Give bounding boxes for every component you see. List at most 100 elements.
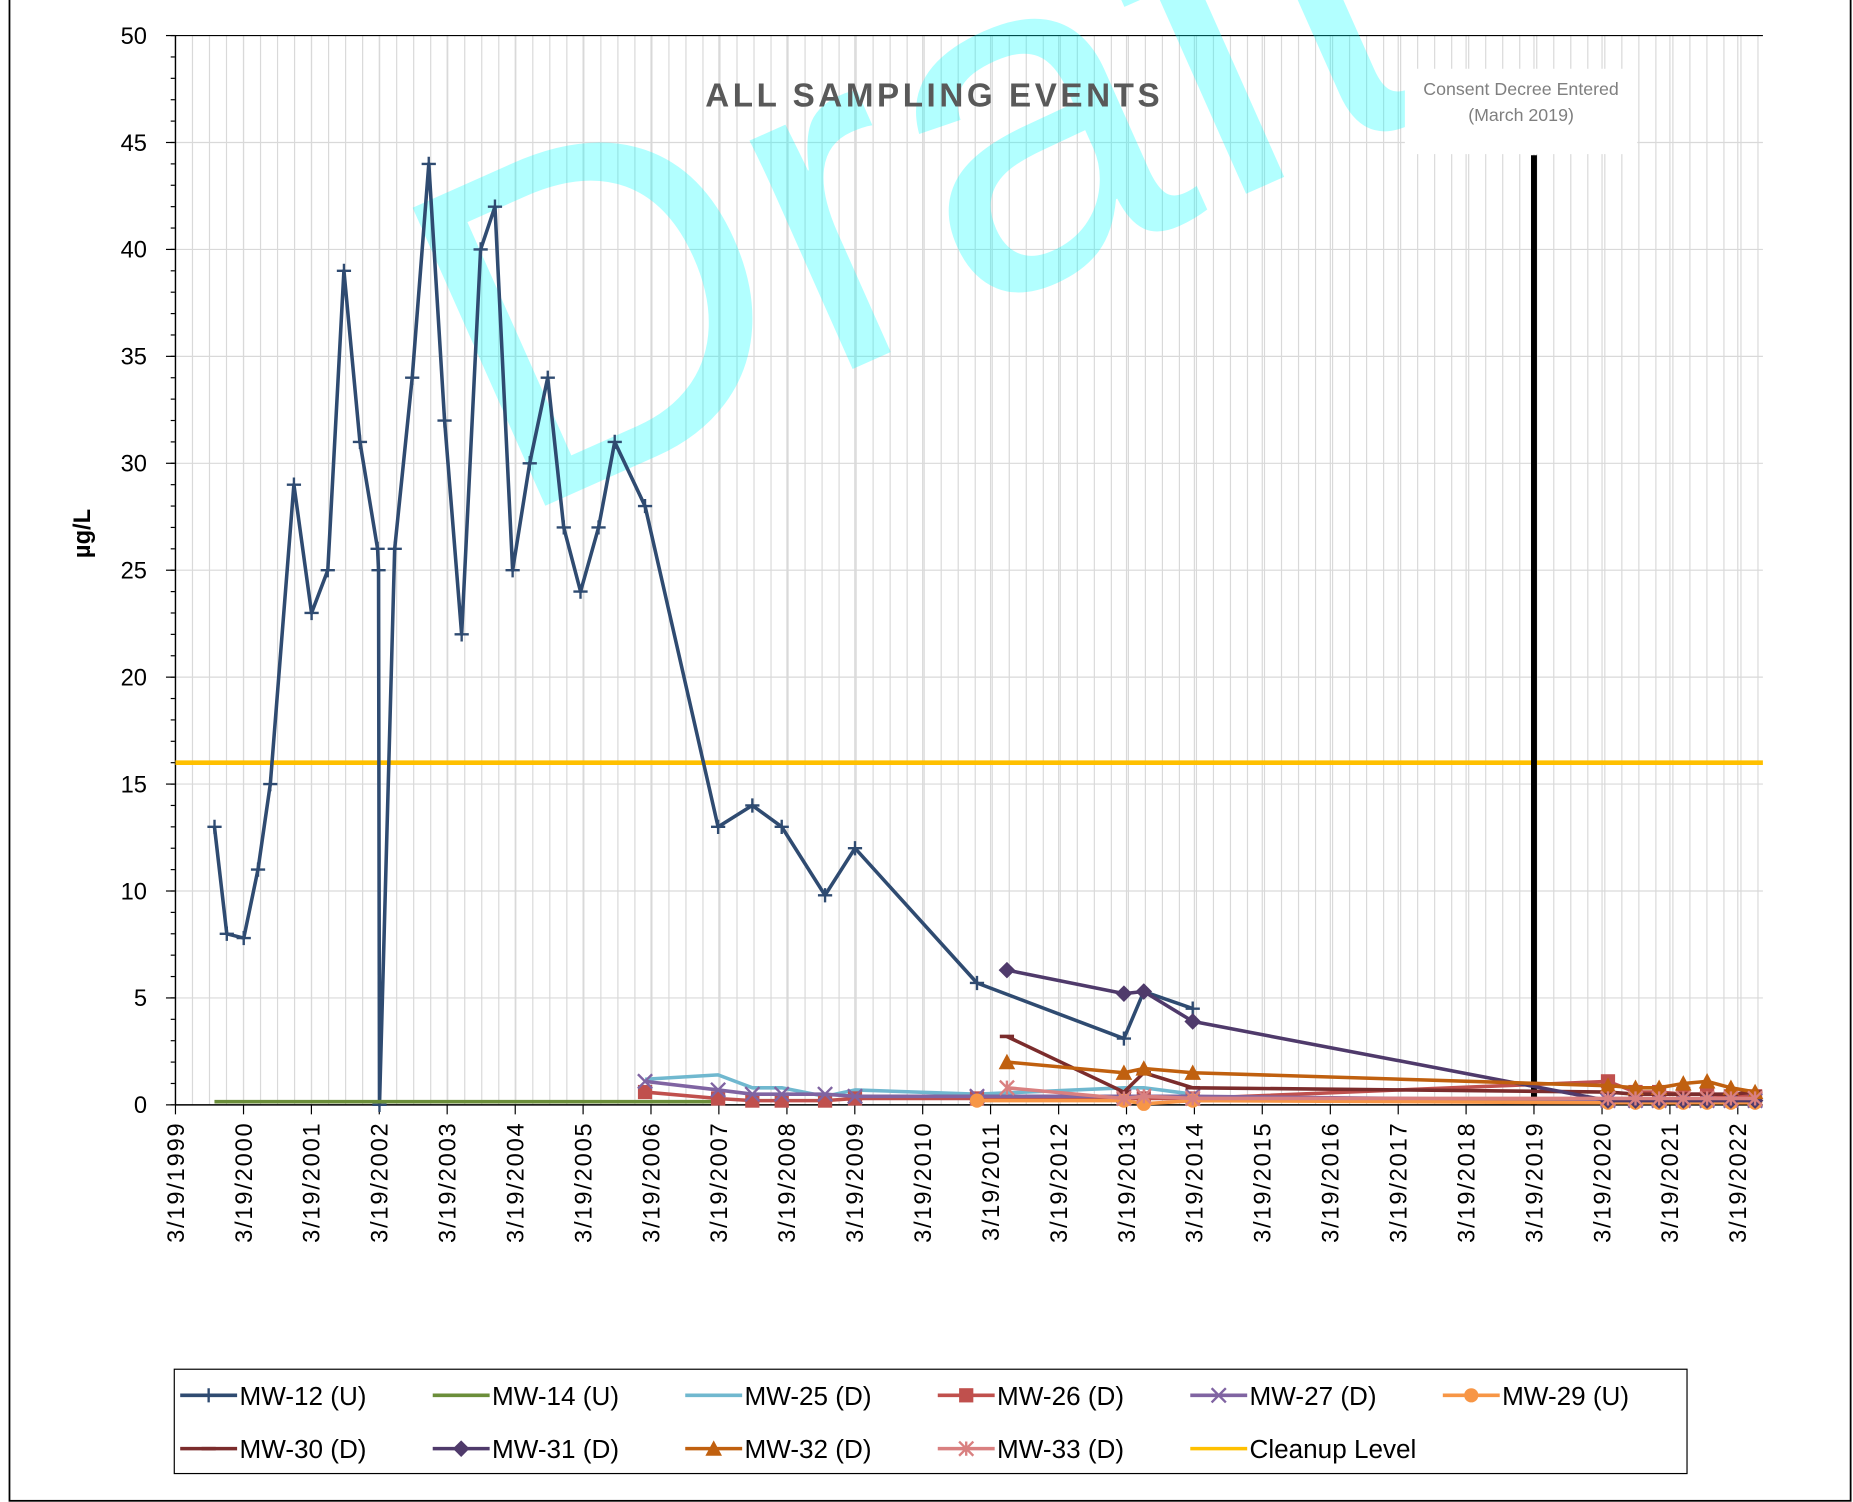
marker bbox=[591, 520, 606, 535]
x-tick-label: 3/19/2015 bbox=[1251, 1121, 1277, 1242]
marker bbox=[637, 1084, 653, 1100]
x-tick-label: 3/19/2003 bbox=[435, 1121, 461, 1242]
marker bbox=[998, 1053, 1016, 1070]
legend-item: MW-30 (D) bbox=[180, 1434, 366, 1464]
marker bbox=[1135, 1088, 1152, 1105]
marker bbox=[744, 1086, 761, 1103]
marker bbox=[1651, 1090, 1668, 1107]
x-tick-label: 3/19/2007 bbox=[707, 1121, 733, 1242]
legend-label: MW-32 (D) bbox=[745, 1434, 872, 1464]
marker bbox=[1115, 985, 1133, 1002]
x-tick-label: 3/19/2008 bbox=[775, 1121, 801, 1242]
legend-label: MW-26 (D) bbox=[997, 1381, 1124, 1411]
x-tick-label: 3/19/2011 bbox=[979, 1121, 1005, 1241]
marker bbox=[745, 798, 760, 813]
annotation-text: Consent Decree Entered bbox=[1423, 79, 1619, 99]
marker bbox=[263, 776, 278, 792]
marker bbox=[219, 926, 234, 941]
marker bbox=[847, 1091, 863, 1106]
x-tick-label: 3/19/2010 bbox=[911, 1121, 937, 1242]
marker bbox=[1699, 1090, 1716, 1107]
marker bbox=[522, 456, 537, 471]
marker bbox=[1184, 1090, 1201, 1107]
marker bbox=[1722, 1090, 1739, 1107]
marker bbox=[371, 563, 386, 578]
marker bbox=[710, 1081, 727, 1098]
legend-label: MW-12 (U) bbox=[239, 1381, 366, 1411]
y-tick-label: 30 bbox=[121, 452, 147, 478]
chart-title: ALL SAMPLING EVENTS bbox=[705, 78, 1163, 115]
x-tick-label: 3/19/1999 bbox=[164, 1121, 190, 1242]
y-tick-label: 0 bbox=[134, 1093, 147, 1119]
annotation-text: (March 2019) bbox=[1468, 105, 1574, 125]
marker bbox=[1600, 1090, 1616, 1107]
marker bbox=[774, 819, 789, 834]
legend-item: MW-33 (D) bbox=[937, 1434, 1124, 1464]
marker bbox=[1116, 1031, 1132, 1046]
marker bbox=[1675, 1090, 1692, 1107]
marker bbox=[336, 263, 352, 278]
marker bbox=[1210, 1387, 1227, 1404]
marker bbox=[201, 1388, 216, 1403]
marker bbox=[405, 370, 420, 385]
marker bbox=[1722, 1079, 1740, 1095]
legend-label: MW-25 (D) bbox=[745, 1381, 872, 1411]
marker bbox=[958, 1440, 975, 1457]
marker bbox=[1184, 1064, 1202, 1080]
marker bbox=[573, 584, 588, 599]
marker bbox=[421, 156, 436, 171]
marker bbox=[1627, 1079, 1644, 1095]
chart-border bbox=[8, 0, 1852, 1502]
y-tick-label: 45 bbox=[121, 131, 147, 157]
marker bbox=[817, 888, 833, 903]
x-tick-label: 3/19/2018 bbox=[1454, 1121, 1480, 1242]
marker bbox=[304, 605, 319, 621]
marker bbox=[607, 434, 622, 450]
legend-label: Cleanup Level bbox=[1250, 1434, 1417, 1464]
marker bbox=[1698, 1073, 1716, 1089]
legend-item: MW-12 (U) bbox=[180, 1381, 366, 1411]
legend-label: MW-14 (U) bbox=[492, 1381, 619, 1411]
marker bbox=[250, 862, 266, 877]
marker bbox=[505, 563, 520, 578]
legend-item: MW-26 (D) bbox=[937, 1381, 1124, 1411]
marker bbox=[1650, 1079, 1668, 1095]
marker bbox=[207, 819, 222, 834]
marker bbox=[705, 1440, 722, 1456]
marker bbox=[637, 1073, 653, 1090]
y-axis-label: µg/L bbox=[70, 509, 96, 558]
legend-label: MW-31 (D) bbox=[492, 1434, 619, 1464]
x-tick-label: 3/19/2012 bbox=[1047, 1121, 1073, 1242]
x-tick-label: 3/19/2006 bbox=[639, 1121, 665, 1242]
marker bbox=[370, 541, 385, 556]
x-tick-label: 3/19/2022 bbox=[1726, 1121, 1752, 1242]
marker bbox=[1747, 1090, 1764, 1107]
marker bbox=[286, 477, 302, 492]
marker bbox=[473, 242, 488, 257]
marker bbox=[452, 1440, 470, 1457]
x-tick-label: 3/19/2016 bbox=[1319, 1121, 1345, 1242]
x-tick-label: 3/19/2002 bbox=[368, 1121, 394, 1242]
legend-item: Cleanup Level bbox=[1190, 1434, 1416, 1464]
y-tick-label: 35 bbox=[121, 345, 147, 371]
marker bbox=[1464, 1388, 1479, 1403]
marker bbox=[454, 627, 469, 642]
y-tick-label: 15 bbox=[121, 772, 147, 798]
y-tick-label: 25 bbox=[121, 559, 147, 585]
x-tick-label: 3/19/2014 bbox=[1183, 1121, 1209, 1242]
x-tick-label: 3/19/2020 bbox=[1590, 1121, 1616, 1242]
marker bbox=[711, 819, 726, 834]
marker bbox=[773, 1086, 790, 1103]
x-tick-label: 3/19/2000 bbox=[232, 1121, 258, 1242]
x-tick-label: 3/19/2021 bbox=[1658, 1121, 1684, 1242]
marker bbox=[1599, 1077, 1617, 1093]
x-tick-label: 3/19/2004 bbox=[504, 1121, 530, 1242]
marker bbox=[1627, 1090, 1644, 1107]
marker bbox=[1115, 1064, 1133, 1080]
marker bbox=[437, 413, 452, 428]
legend-label: MW-30 (D) bbox=[239, 1434, 366, 1464]
marker bbox=[847, 841, 863, 856]
annotation-box bbox=[1404, 68, 1638, 155]
y-tick-label: 40 bbox=[121, 238, 147, 264]
marker bbox=[556, 520, 571, 535]
